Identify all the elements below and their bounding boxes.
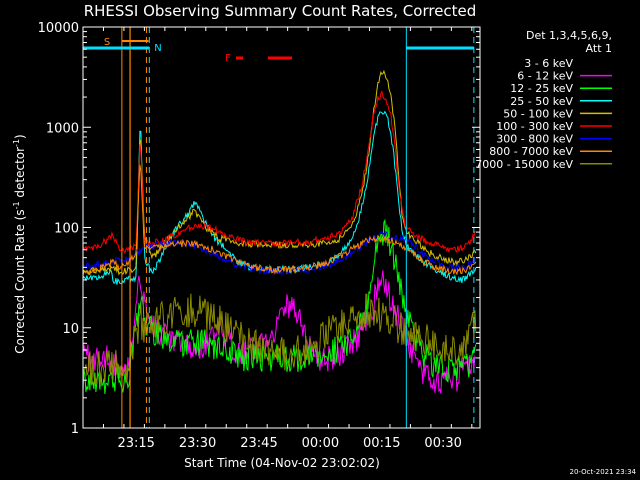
footer-date: 20-Oct-2021 23:34 <box>570 468 637 476</box>
x-tick-label: 00:15 <box>363 436 400 451</box>
x-tick-label: 23:15 <box>117 436 154 451</box>
f-label: F <box>225 53 231 64</box>
s-label: S <box>104 37 110 48</box>
attenuator-info: Att 1 <box>586 42 612 55</box>
legend-label-5: 50 - 100 keV <box>503 107 573 120</box>
y-tick-label: 1 <box>71 422 79 437</box>
y-tick-label: 1000 <box>46 121 79 136</box>
series-line-9 <box>83 293 477 386</box>
legend-label-4: 25 - 50 keV <box>510 95 573 108</box>
y-tick-label: 10000 <box>38 21 79 36</box>
series-line-8 <box>83 164 477 276</box>
x-axis-label: Start Time (04-Nov-02 23:02:02) <box>184 456 380 470</box>
legend-label-3: 12 - 25 keV <box>510 82 573 95</box>
legend-label-6: 100 - 300 keV <box>496 120 573 133</box>
y-tick-label: 100 <box>54 222 79 237</box>
legend-label-9: 7000 - 15000 keV <box>475 158 573 171</box>
n-label: N <box>154 43 161 54</box>
detector-info: Det 1,3,4,5,6,9, <box>526 29 612 42</box>
x-tick-label: 00:00 <box>302 436 339 451</box>
axis-layer: 1 10 100 1000 10000 23:15 23:30 23:45 00:00 00:15… <box>38 21 481 451</box>
series-line-6 <box>83 90 477 255</box>
y-tick-label: 10 <box>62 322 79 337</box>
x-tick-label: 23:30 <box>179 436 216 451</box>
chart-title: RHESSI Observing Summary Count Rates, Co… <box>84 2 477 20</box>
x-tick-label: 23:45 <box>240 436 277 451</box>
y-axis-label: Corrected Count Rate (s-1 detector-1) <box>12 134 27 353</box>
legend-label-1: 3 - 6 keV <box>524 57 573 70</box>
legend-label-2: 6 - 12 keV <box>517 70 573 83</box>
series-layer <box>83 69 477 428</box>
x-tick-label: 00:30 <box>424 436 461 451</box>
marker-layer: S N F <box>83 27 475 428</box>
series-line-5 <box>83 69 477 278</box>
series-line-2 <box>83 270 477 394</box>
legend-label-8: 800 - 7000 keV <box>489 145 573 158</box>
legend-label-7: 300 - 800 keV <box>496 133 573 146</box>
